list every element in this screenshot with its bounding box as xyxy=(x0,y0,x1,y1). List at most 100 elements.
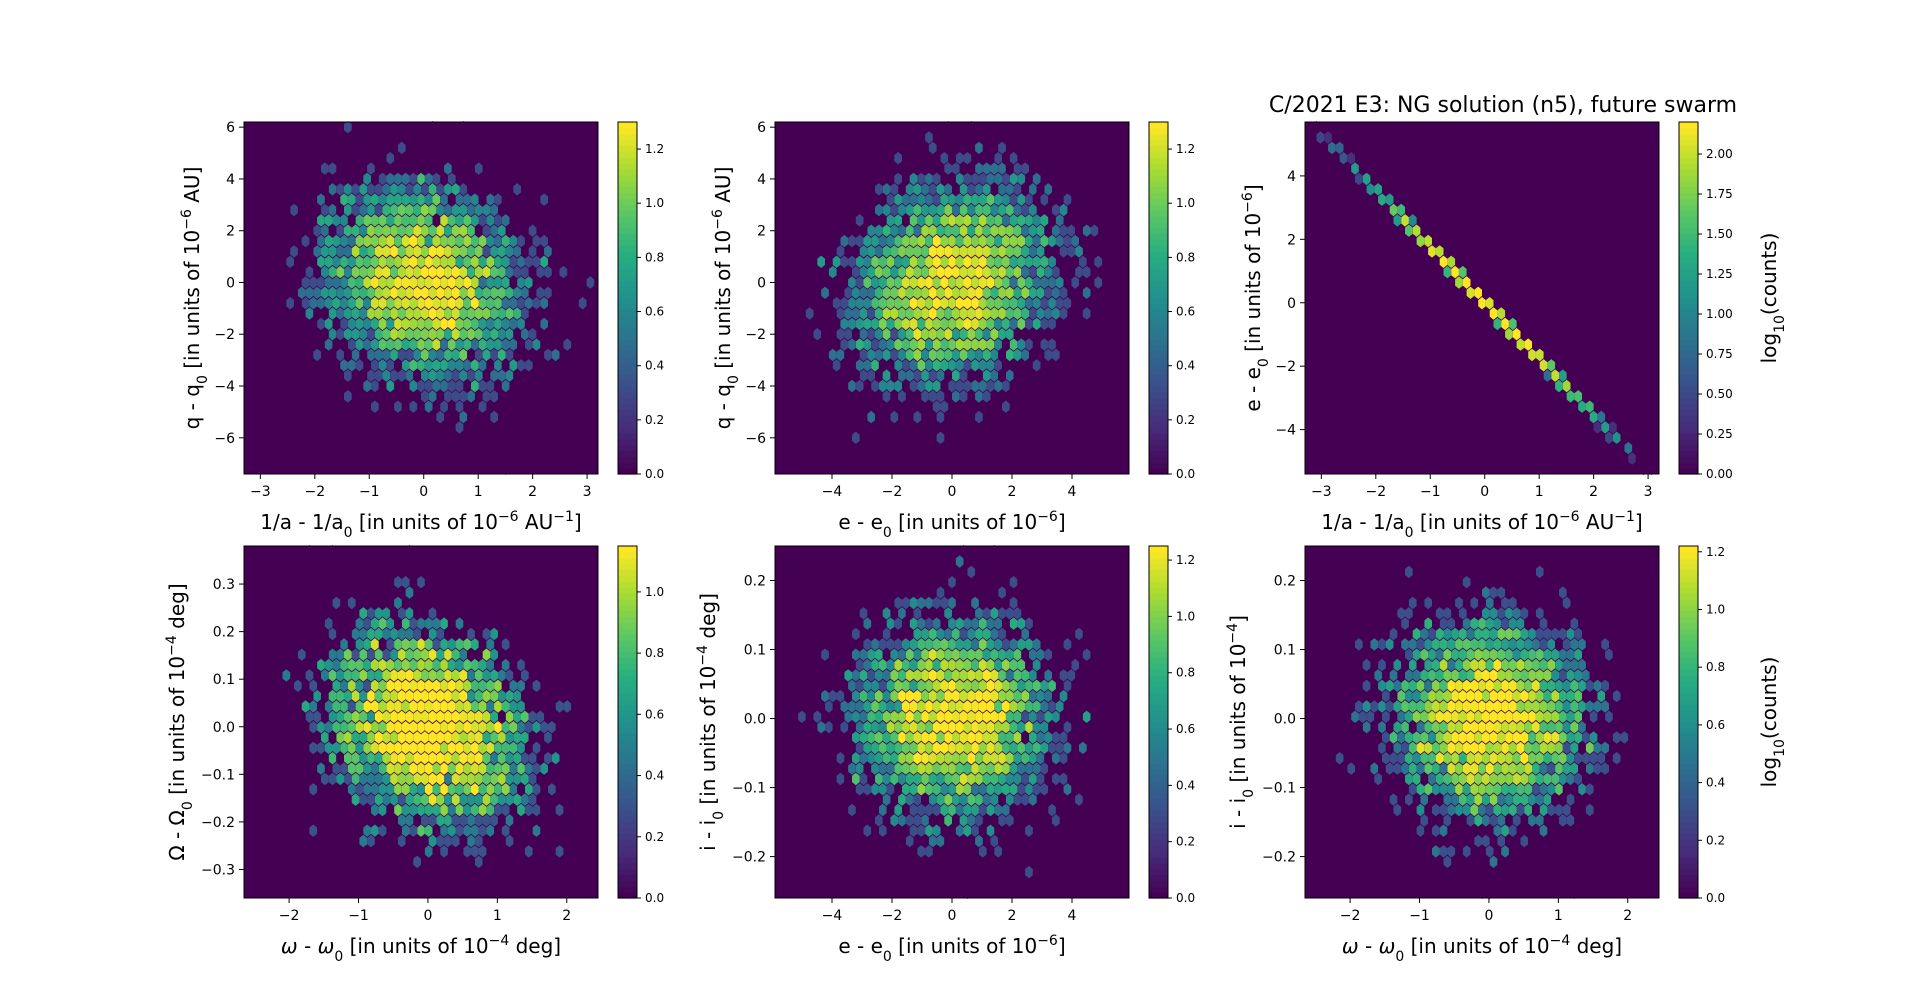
hexbin-cell xyxy=(498,793,506,806)
hexbin-cell xyxy=(921,689,929,703)
hexbin-cell xyxy=(355,658,364,672)
hexbin-cell xyxy=(990,607,999,620)
colorbar-segment xyxy=(618,374,637,381)
hexbin-cell xyxy=(371,379,379,393)
hexbin-cell xyxy=(1482,752,1490,765)
hexbin-cell xyxy=(890,410,899,424)
hexbin-cell xyxy=(871,824,879,837)
colorbar-segment xyxy=(1149,274,1168,281)
hexbin-cell xyxy=(875,203,883,217)
hexbin-cell xyxy=(294,255,302,268)
hexbin-cell xyxy=(363,679,371,692)
hexbin-cell xyxy=(490,793,498,806)
hexbin-cell xyxy=(428,224,437,237)
hexbin-cell xyxy=(878,359,887,372)
hexbin-cell xyxy=(1052,814,1060,827)
colorbar-segment xyxy=(618,698,637,705)
hexbin-cell xyxy=(998,307,1006,320)
hexbin-cell xyxy=(355,679,364,692)
axes-frame xyxy=(243,545,599,899)
hexbin-cell xyxy=(505,286,514,299)
hexbin-cell xyxy=(321,245,329,258)
hexbin-cell xyxy=(305,286,314,299)
hexbin-cell xyxy=(374,669,383,682)
colorbar-tick-label: 1.0 xyxy=(645,196,664,210)
colorbar-segment xyxy=(1149,856,1168,864)
hexbin-cell xyxy=(1451,265,1459,279)
hexbin-cell xyxy=(1082,286,1091,299)
hexbin-cell xyxy=(332,700,341,713)
hexbin-cell xyxy=(882,752,891,765)
hexbin-cell xyxy=(825,297,833,310)
hexbin-cell xyxy=(867,328,875,341)
x-tick-label: 2 xyxy=(528,484,537,500)
hexbin-cell xyxy=(555,803,564,817)
x-tick-label: −2 xyxy=(304,484,325,500)
hexbin-cell xyxy=(382,286,391,299)
hexbin-cell xyxy=(1048,762,1056,775)
hexbin-cell xyxy=(1082,648,1091,661)
hexbin-cell xyxy=(982,793,991,806)
hexbin-cell xyxy=(828,627,837,641)
hexbin-cell xyxy=(324,338,333,351)
hexbin-cell xyxy=(952,162,960,175)
hexbin-cell xyxy=(1013,627,1022,641)
hexbin-cell xyxy=(471,700,479,713)
hexbin-cell xyxy=(509,131,518,144)
hexbin-cell xyxy=(1017,152,1026,165)
hexbin-cell xyxy=(909,824,918,837)
hexbin-cell xyxy=(871,803,879,817)
hexbin-cell xyxy=(948,193,956,206)
hexbin-cell xyxy=(336,627,344,641)
hexbin-cell xyxy=(1040,297,1049,310)
hexbin-cell xyxy=(886,576,895,589)
hexbin-cell xyxy=(401,865,410,879)
hexbin-cell xyxy=(971,172,979,186)
hexbin-cell xyxy=(990,245,999,258)
hexbin-cell xyxy=(336,752,344,765)
hexbin-cell xyxy=(986,255,995,268)
hexbin-cell xyxy=(928,627,937,641)
hexbin-cell xyxy=(871,741,879,755)
hexbin-cell xyxy=(436,607,445,620)
hexbin-cell xyxy=(971,803,979,817)
hexbin-cell xyxy=(290,328,298,341)
hexbin-cell xyxy=(532,338,541,351)
hexbin-cell xyxy=(832,762,841,775)
hexbin-cell xyxy=(986,679,995,692)
hexbin-cell xyxy=(1040,338,1049,351)
hexbin-cell xyxy=(1562,379,1571,393)
hexbin-cell xyxy=(986,721,995,734)
hexbin-cell xyxy=(1052,348,1060,362)
hexbin-cell xyxy=(501,865,510,879)
hexbin-cell xyxy=(528,752,537,765)
hexbin-cell xyxy=(482,876,491,889)
hexbin-cell xyxy=(902,255,910,268)
hexbin-cell xyxy=(940,617,949,630)
hexbin-cell xyxy=(344,390,352,403)
hexbin-cell xyxy=(875,648,883,661)
hexbin-cell xyxy=(490,855,498,868)
hexbin-cell xyxy=(428,348,437,362)
hexbin-cell xyxy=(524,741,533,755)
hexbin-cell xyxy=(490,731,498,744)
colorbar-segment xyxy=(1149,886,1168,893)
hexbin-cell xyxy=(274,772,283,786)
hexbin-cell xyxy=(1052,224,1060,237)
hexbin-cell xyxy=(378,824,387,837)
hexbin-cell xyxy=(875,410,883,424)
colorbar-segment xyxy=(1149,262,1168,270)
hexbin-cell xyxy=(878,741,887,755)
hexbin-cell xyxy=(1025,679,1033,692)
colorbar-segment xyxy=(1679,581,1698,588)
hexbin-cell xyxy=(405,390,414,403)
hexbin-cell xyxy=(444,607,452,620)
hexbin-cell xyxy=(902,172,910,186)
hexbin-cell xyxy=(1535,648,1544,661)
hexbin-cell xyxy=(382,772,391,786)
hexbin-cell xyxy=(978,700,987,713)
hexbin-cell xyxy=(821,286,829,299)
hexbin-cell xyxy=(409,338,418,351)
hexbin-cell xyxy=(324,679,333,692)
hexbin-cell xyxy=(1017,131,1026,144)
